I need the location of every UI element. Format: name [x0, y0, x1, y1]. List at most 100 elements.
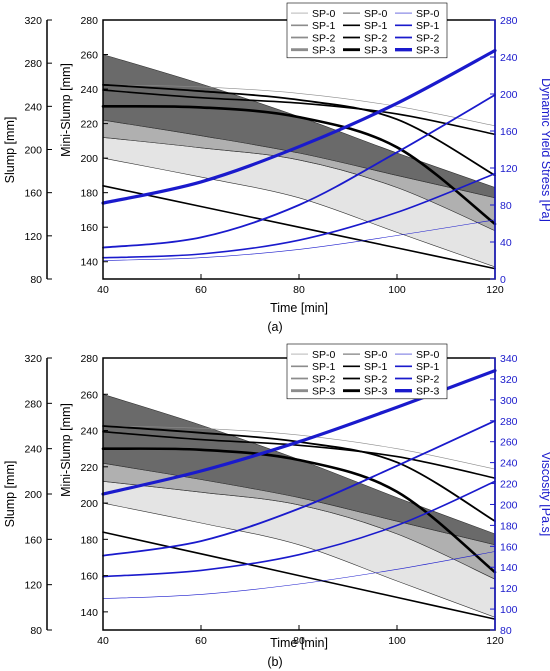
legend-entry-label: SP-0 — [364, 8, 388, 20]
legend-entry-label: SP-3 — [312, 386, 336, 398]
x-tick-label: 40 — [97, 284, 109, 296]
mini-slump-tick-label: 220 — [80, 119, 98, 131]
right-tick-label: 320 — [500, 374, 518, 386]
mini-slump-tick-label: 180 — [80, 534, 98, 546]
right-tick-label: 280 — [500, 15, 518, 27]
slump-tick-label: 160 — [24, 188, 42, 200]
legend-entry-label: SP-3 — [416, 45, 440, 57]
slump-axis-title-b: Slump [mm] — [3, 461, 17, 528]
series-slump-sp-1 — [102, 89, 496, 136]
x-tick-label: 80 — [293, 635, 305, 647]
slump-tick-label: 240 — [24, 444, 42, 456]
series-slump-sp-0 — [102, 84, 496, 127]
series-slump-sp-1 — [102, 430, 496, 479]
right-tick-label: 280 — [500, 416, 518, 428]
right-tick-label: 100 — [500, 604, 518, 616]
mini-slump-tick-label: 280 — [80, 353, 98, 365]
mini-slump-tick-label: 160 — [80, 222, 98, 234]
x-tick-label: 60 — [195, 284, 207, 296]
series-right-sp-3 — [101, 48, 497, 205]
right-tick-label: 200 — [500, 89, 518, 101]
slump-tick-label: 240 — [24, 101, 42, 113]
series-right-sp-2 — [102, 419, 496, 557]
mini-slump-tick-label: 140 — [80, 607, 98, 619]
x-axis-title-b: Time [min] — [270, 636, 328, 650]
series-slump-sp-3 — [101, 104, 497, 226]
series-right-sp-0 — [102, 551, 496, 599]
mini-slump-tick-label: 260 — [80, 50, 98, 62]
series-slump-sp-3 — [101, 447, 497, 574]
legend-b: SP-0SP-1SP-2SP-3SP-0SP-1SP-2SP-3SP-0SP-1… — [286, 343, 448, 400]
chart-panel-a: 40 60 80 100 120 80 120 160 200 240 280 320 140 160 18… — [3, 2, 550, 334]
x-tick-label: 40 — [97, 635, 109, 647]
right-tick-label: 80 — [500, 200, 512, 212]
slump-tick-label: 80 — [30, 625, 42, 637]
legend-entry-label: SP-0 — [312, 349, 336, 361]
series-slump-sp-0 — [102, 425, 496, 470]
series-lines-a — [101, 48, 497, 270]
mini-slump-tick-label: 280 — [80, 15, 98, 27]
right-tick-label: 200 — [500, 499, 518, 511]
mini-slump-axis-title-a: Mini-Slump [mm] — [59, 63, 73, 157]
panel-label-a: (a) — [267, 320, 282, 334]
x-axis-title-a: Time [min] — [270, 301, 328, 315]
slump-tick-label: 320 — [24, 353, 42, 365]
right-tick-label: 240 — [500, 52, 518, 64]
panel-label-b: (b) — [267, 655, 282, 669]
legend-entry-label: SP-1 — [416, 361, 440, 373]
x-tick-label: 60 — [195, 635, 207, 647]
bands-a — [102, 54, 496, 268]
right-tick-label: 120 — [500, 583, 518, 595]
right-tick-label: 220 — [500, 479, 518, 491]
right-tick-label: 300 — [500, 395, 518, 407]
mini-slump-tick-label: 240 — [80, 426, 98, 438]
slump-axis-title-a: Slump [mm] — [3, 117, 17, 184]
slump-tick-label: 160 — [24, 534, 42, 546]
right-tick-label: 140 — [500, 562, 518, 574]
legend-entry-label: SP-1 — [312, 361, 336, 373]
mini-slump-axis-title-b: Mini-Slump [mm] — [59, 403, 73, 497]
slump-tick-label: 120 — [24, 231, 42, 243]
slump-tick-label: 120 — [24, 580, 42, 592]
legend-entry-label: SP-3 — [364, 386, 388, 398]
right-axis-title-a: Dynamic Yield Stress [Pa] — [539, 78, 550, 222]
x-tick-label: 100 — [388, 284, 406, 296]
slump-tick-label: 200 — [24, 145, 42, 157]
legend-entry-label: SP-2 — [416, 373, 440, 385]
legend-entry-label: SP-0 — [416, 8, 440, 20]
legend-entry-label: SP-3 — [312, 45, 336, 57]
mini-slump-tick-label: 240 — [80, 84, 98, 96]
legend-entry-label: SP-3 — [416, 386, 440, 398]
series-slump-sp-2 — [102, 83, 496, 177]
chart-panel-b: 40 60 80 100 120 80 120 160 200 240 280 320 140 160 18… — [3, 343, 550, 669]
legend-entry-label: SP-0 — [364, 349, 388, 361]
legend-entry-label: SP-2 — [312, 373, 336, 385]
slump-tick-label: 280 — [24, 58, 42, 70]
series-right-sp-2 — [102, 94, 496, 249]
slump-tick-label: 320 — [24, 15, 42, 27]
x-tick-label: 120 — [486, 635, 504, 647]
right-tick-label: 180 — [500, 520, 518, 532]
x-tick-label: 120 — [486, 284, 504, 296]
slump-tick-label: 200 — [24, 489, 42, 501]
legend-entry-label: SP-2 — [364, 32, 388, 44]
mini-slump-tick-label: 160 — [80, 571, 98, 583]
legend-entry-label: SP-2 — [312, 32, 336, 44]
legend-a: SP-0SP-1SP-2SP-3SP-0SP-1SP-2SP-3SP-0SP-1… — [286, 2, 448, 59]
right-axis-title-b: Viscosity [Pa.s] — [539, 452, 550, 537]
mini-slump-tick-label: 220 — [80, 462, 98, 474]
axes-b: 40 60 80 100 120 80 120 160 200 240 280 320 140 160 18… — [24, 353, 517, 647]
legend-entry-label: SP-1 — [364, 361, 388, 373]
right-tick-label: 160 — [500, 126, 518, 138]
series-right-sp-0 — [102, 219, 496, 261]
series-right-sp-1 — [102, 480, 496, 578]
mini-slump-tick-label: 200 — [80, 153, 98, 165]
mini-slump-tick-label: 260 — [80, 389, 98, 401]
slump-tick-label: 80 — [30, 274, 42, 286]
right-tick-label: 160 — [500, 541, 518, 553]
legend-box — [286, 2, 448, 59]
legend-box — [286, 343, 448, 400]
mini-slump-tick-label: 140 — [80, 257, 98, 269]
right-tick-label: 120 — [500, 163, 518, 175]
